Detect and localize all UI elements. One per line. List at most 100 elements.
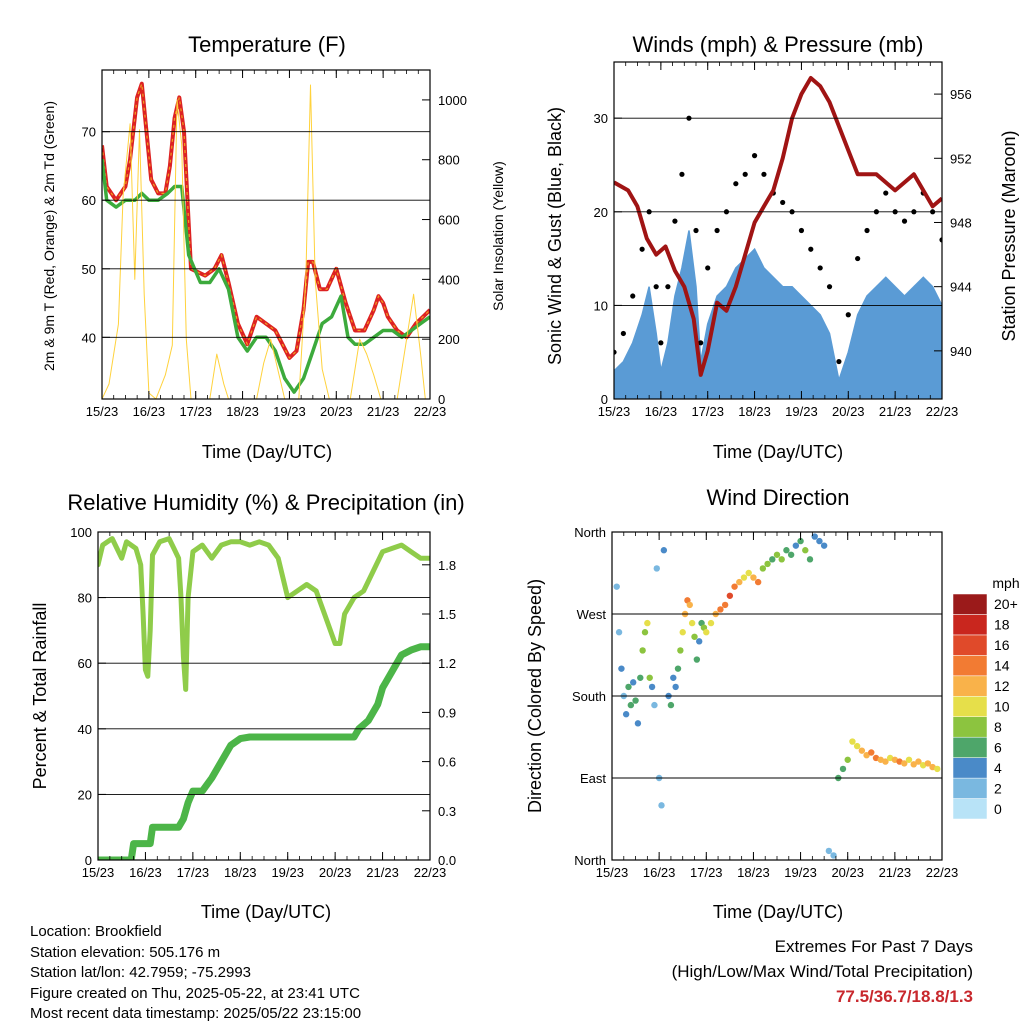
direction-direction-point — [653, 565, 660, 572]
colorbar-swatch — [952, 655, 988, 677]
winds-gust-point — [761, 171, 767, 177]
direction-direction-point — [618, 665, 625, 672]
temperature-y-tick-label: 40 — [82, 330, 96, 345]
temperature-series-solar — [102, 84, 426, 399]
direction-direction-point — [934, 765, 941, 773]
extremes-title: Extremes For Past 7 Days — [774, 937, 973, 956]
colorbar-label: 4 — [994, 760, 1002, 776]
temperature-series-temp_2m — [102, 81, 430, 360]
direction-direction-point — [849, 738, 856, 745]
direction-direction-point — [693, 656, 701, 663]
direction-direction-point — [901, 760, 908, 767]
direction-x-tick-label: 20/23 — [831, 865, 864, 880]
direction-direction-point — [783, 547, 790, 554]
temperature-y2-tick-label: 800 — [438, 153, 460, 168]
colorbar-label: 14 — [994, 658, 1010, 674]
colorbar-swatch — [952, 757, 988, 779]
humidity-series-group — [98, 536, 430, 860]
colorbar-label: 6 — [994, 739, 1002, 755]
winds-x-tick-label: 16/23 — [645, 404, 678, 419]
direction-direction-point — [691, 633, 698, 640]
direction-direction-point — [773, 551, 781, 558]
direction-direction-point — [868, 749, 875, 756]
direction-direction-point — [632, 697, 639, 704]
humidity-y-tick-label: 100 — [70, 525, 92, 540]
direction-direction-point — [853, 742, 861, 750]
direction-direction-point — [787, 551, 795, 558]
direction-y-tick-label: West — [577, 607, 607, 622]
winds-y-tick-label: 10 — [594, 298, 608, 313]
winds-xlabel: Time (Day/UTC) — [713, 442, 843, 462]
direction-direction-point — [658, 802, 665, 809]
humidity-title: Relative Humidity (%) & Precipitation (i… — [67, 490, 464, 515]
direction-direction-point — [644, 619, 651, 627]
winds-gust-point — [901, 218, 908, 224]
direction-direction-point — [750, 574, 757, 581]
winds-gust-point — [630, 293, 636, 299]
direction-direction-point — [625, 683, 632, 691]
temperature-x-tick-label: 17/23 — [179, 404, 212, 419]
winds-ylabel-right: Station Pressure (Maroon) — [999, 130, 1019, 341]
temperature-title: Temperature (F) — [188, 32, 346, 57]
colorbar-swatch — [952, 716, 988, 738]
direction-direction-point — [707, 619, 715, 627]
winds-gust-point — [780, 199, 786, 206]
winds-gust-point — [836, 358, 842, 365]
direction-x-tick-label: 16/23 — [643, 865, 676, 880]
direction-direction-point — [717, 606, 724, 613]
direction-direction-point — [806, 556, 814, 563]
humidity-x-tick-label: 22/23 — [414, 865, 447, 880]
humidity-y2-tick-label: 1.5 — [438, 607, 456, 622]
humidity-xlabel: Time (Day/UTC) — [201, 902, 331, 922]
direction-direction-point — [613, 583, 620, 590]
winds-gust-point — [714, 227, 720, 234]
direction-direction-point — [641, 629, 649, 636]
direction-direction-point — [792, 542, 800, 549]
winds-gust-point — [817, 265, 823, 271]
direction-direction-point — [674, 665, 682, 672]
extremes-subtitle: (High/Low/Max Wind/Total Precipitation) — [671, 962, 973, 981]
winds-x-tick-label: 21/23 — [879, 404, 912, 419]
winds-y2-tick-label: 940 — [950, 344, 972, 359]
extremes-box: Extremes For Past 7 Days (High/Low/Max W… — [672, 934, 973, 1009]
direction-x-tick-label: 18/23 — [737, 865, 770, 880]
direction-direction-point — [820, 542, 828, 549]
direction-direction-point — [670, 674, 677, 681]
winds-gust-point — [698, 340, 704, 346]
winds-gust-point — [614, 349, 617, 355]
direction-direction-point — [677, 647, 684, 654]
colorbar-label: 16 — [994, 637, 1010, 653]
winds-gust-point — [939, 237, 942, 243]
humidity-series-rh — [98, 536, 430, 692]
winds-ylabel-left: Sonic Wind & Gust (Blue, Black) — [545, 107, 565, 365]
direction-direction-point — [778, 556, 785, 563]
direction-y-tick-label: North — [574, 853, 606, 868]
winds-y-tick-label: 0 — [601, 392, 608, 407]
humidity-frame — [97, 531, 431, 861]
direction-direction-point — [858, 747, 866, 754]
colorbar-title: mph — [992, 575, 1019, 591]
temperature-x-tick-label: 19/23 — [273, 404, 306, 419]
colorbar-swatch — [952, 614, 988, 636]
direction-direction-point — [882, 758, 889, 765]
colorbar-swatch — [952, 798, 988, 820]
direction-direction-point — [648, 683, 656, 691]
winds-gust-point — [639, 246, 645, 252]
temperature-frame — [101, 69, 431, 400]
humidity-x-tick-label: 18/23 — [224, 865, 257, 880]
winds-gust-point — [883, 190, 889, 196]
direction-direction-point — [726, 592, 734, 599]
direction-direction-point — [740, 574, 748, 581]
humidity-x-tick-label: 17/23 — [177, 865, 210, 880]
direction-direction-point — [839, 765, 847, 773]
latest-timestamp: Most recent data timestamp: 2025/05/22 2… — [30, 1005, 362, 1022]
winds-gust-point — [751, 153, 758, 159]
temperature-y-tick-label: 60 — [82, 193, 96, 208]
colorbar-swatch — [952, 777, 988, 799]
temperature-xlabel: Time (Day/UTC) — [202, 442, 332, 462]
direction-y-tick-label: North — [574, 525, 606, 540]
humidity-y-tick-label: 20 — [78, 787, 92, 802]
temperature-series-dewpoint — [102, 158, 430, 394]
extremes-values: 77.5/36.7/18.8/1.3 — [835, 987, 973, 1006]
direction-direction-point — [731, 583, 738, 590]
